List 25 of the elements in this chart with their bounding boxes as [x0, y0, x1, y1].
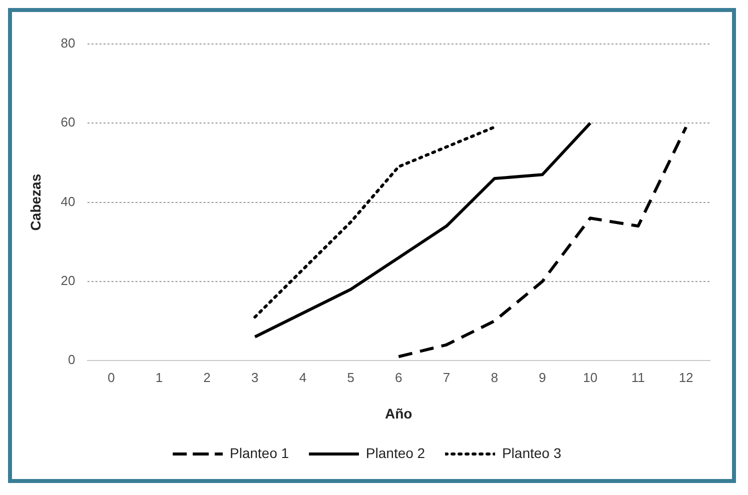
legend-label: Planteo 1 — [230, 444, 290, 461]
y-tick-label: 0 — [68, 352, 76, 368]
y-axis-title: Cabezas — [27, 174, 44, 231]
line-series — [397, 126, 688, 358]
x-tick-label: 3 — [251, 370, 259, 385]
x-tick-label: 11 — [631, 370, 645, 385]
x-tick-label: 6 — [395, 370, 402, 385]
legend-label: Planteo 2 — [366, 444, 426, 461]
y-tick-label: 60 — [60, 114, 76, 130]
x-tick-label: 0 — [108, 370, 115, 385]
x-tick-label: 2 — [203, 370, 211, 385]
x-tick-label: 1 — [155, 370, 163, 385]
x-tick-label: 4 — [299, 370, 306, 385]
y-tick-label: 80 — [60, 36, 76, 51]
x-axis-title: Año — [385, 405, 412, 422]
x-tick-label: 10 — [583, 370, 598, 385]
x-tick-label: 8 — [490, 370, 498, 385]
x-tick-label: 7 — [442, 370, 450, 385]
x-tick-label: 5 — [347, 370, 354, 385]
y-tick-label: 20 — [60, 273, 76, 288]
x-tick-label: 12 — [678, 370, 694, 385]
legend-label: Planteo 3 — [502, 444, 562, 461]
line-series — [253, 126, 496, 319]
y-tick-label: 40 — [60, 194, 76, 209]
x-tick-label: 9 — [538, 370, 546, 385]
